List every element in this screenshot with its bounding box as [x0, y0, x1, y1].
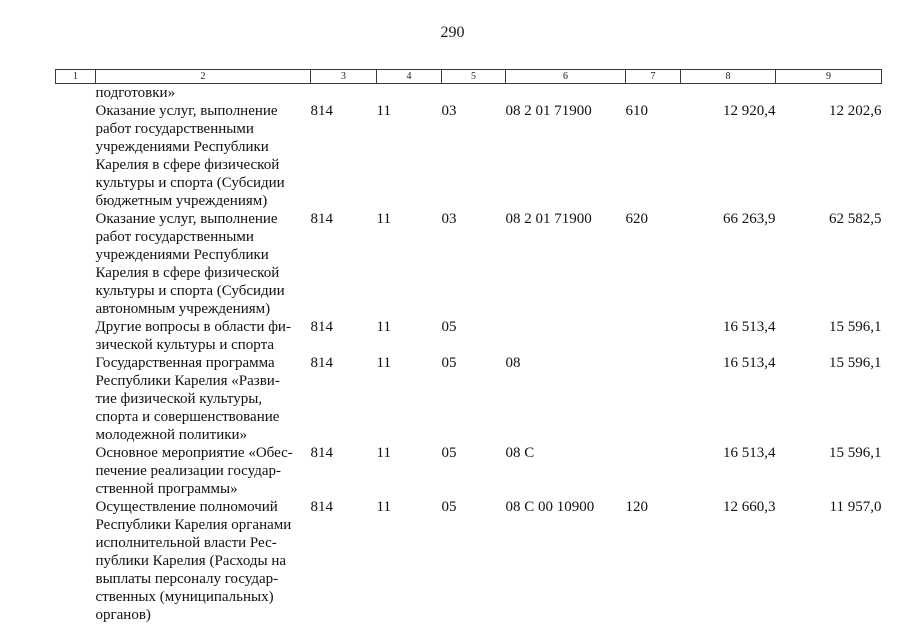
cell-razdel	[377, 84, 442, 103]
cell-grbs: 814	[310, 211, 334, 227]
cell-description: Оказание услуг, выполнение работ государ…	[95, 211, 285, 317]
column-header-5: 5	[441, 69, 506, 84]
cell-grbs: 814	[310, 103, 334, 119]
cell-amount-1	[681, 84, 776, 103]
cell-podrazdel	[442, 84, 506, 103]
cell-target-article	[506, 318, 626, 354]
cell-grbs: 814	[310, 445, 334, 461]
cell-amount-1: 16 513,4	[723, 319, 776, 335]
cell-expense-type: 620	[625, 211, 649, 227]
cell-row-index	[56, 318, 96, 354]
cell-podrazdel: 03	[441, 211, 457, 227]
cell-description: Другие вопросы в области фи- зической ку…	[95, 319, 291, 353]
cell-target-article: 08 С	[505, 445, 535, 461]
cell-amount-1: 12 660,3	[723, 499, 776, 515]
cell-amount-1: 16 513,4	[723, 355, 776, 371]
cell-podrazdel: 05	[441, 355, 457, 371]
table-row: Осуществление полномочий Республики Каре…	[56, 498, 882, 624]
cell-target-article: 08	[505, 355, 521, 371]
cell-amount-2	[776, 84, 882, 103]
cell-description: подготовки»	[95, 85, 176, 101]
cell-amount-1: 16 513,4	[723, 445, 776, 461]
cell-amount-2: 15 596,1	[829, 319, 882, 335]
cell-amount-2: 15 596,1	[829, 445, 882, 461]
cell-row-index	[56, 354, 96, 444]
column-header-7: 7	[625, 69, 681, 84]
table-row: Другие вопросы в области фи- зической ку…	[56, 318, 882, 354]
cell-amount-1: 12 920,4	[723, 103, 776, 119]
cell-podrazdel: 05	[441, 499, 457, 515]
cell-row-index	[56, 210, 96, 318]
table-row: подготовки»	[56, 84, 882, 103]
cell-podrazdel: 05	[441, 445, 457, 461]
cell-description: Осуществление полномочий Республики Каре…	[95, 499, 292, 623]
cell-target-article	[506, 84, 626, 103]
cell-razdel: 11	[376, 211, 391, 227]
column-header-3: 3	[310, 69, 377, 84]
cell-description: Основное мероприятие «Обес- печение реал…	[95, 445, 293, 497]
cell-row-index	[56, 498, 96, 624]
cell-razdel: 11	[376, 355, 391, 371]
cell-row-index	[56, 444, 96, 498]
cell-target-article: 08 С 00 10900	[505, 499, 595, 515]
table-body: подготовки» Оказание услуг, выполнение ра…	[56, 84, 882, 625]
table-row: Основное мероприятие «Обес- печение реал…	[56, 444, 882, 498]
cell-expense-type: 120	[625, 499, 649, 515]
cell-amount-2: 15 596,1	[829, 355, 882, 371]
cell-row-index	[56, 102, 96, 210]
column-header-8: 8	[680, 69, 776, 84]
cell-razdel: 11	[376, 319, 391, 335]
cell-amount-2: 11 957,0	[829, 499, 882, 515]
cell-expense-type	[626, 354, 681, 444]
column-header-4: 4	[376, 69, 442, 84]
cell-amount-1: 66 263,9	[723, 211, 776, 227]
cell-grbs	[311, 84, 377, 103]
table-row: Государственная программа Республики Кар…	[56, 354, 882, 444]
column-header-2: 2	[95, 69, 311, 84]
cell-expense-type	[626, 84, 681, 103]
table-row: Оказание услуг, выполнение работ государ…	[56, 102, 882, 210]
cell-podrazdel: 05	[441, 319, 457, 335]
cell-amount-2: 62 582,5	[829, 211, 882, 227]
cell-grbs: 814	[310, 319, 334, 335]
cell-podrazdel: 03	[441, 103, 457, 119]
cell-description: Государственная программа Республики Кар…	[95, 355, 280, 443]
cell-expense-type	[626, 444, 681, 498]
cell-razdel: 11	[376, 445, 391, 461]
cell-razdel: 11	[376, 499, 391, 515]
cell-expense-type: 610	[625, 103, 649, 119]
cell-row-index	[56, 84, 96, 103]
page-number: 290	[440, 24, 465, 41]
column-header-6: 6	[505, 69, 626, 84]
table-row: Оказание услуг, выполнение работ государ…	[56, 210, 882, 318]
cell-grbs: 814	[310, 355, 334, 371]
cell-grbs: 814	[310, 499, 334, 515]
cell-expense-type	[626, 318, 681, 354]
cell-target-article: 08 2 01 71900	[505, 103, 592, 119]
cell-amount-2: 12 202,6	[829, 103, 882, 119]
cell-razdel: 11	[376, 103, 391, 119]
cell-description: Оказание услуг, выполнение работ государ…	[95, 103, 285, 209]
column-header-1: 1	[55, 69, 96, 84]
column-header-9: 9	[775, 69, 882, 84]
cell-target-article: 08 2 01 71900	[505, 211, 592, 227]
